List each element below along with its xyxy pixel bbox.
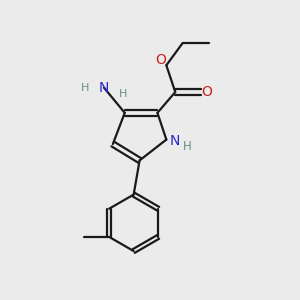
Text: O: O bbox=[202, 85, 212, 99]
Text: H: H bbox=[183, 140, 192, 153]
Text: N: N bbox=[169, 134, 180, 148]
Text: H: H bbox=[80, 82, 89, 93]
Text: H: H bbox=[119, 88, 128, 98]
Text: O: O bbox=[156, 53, 167, 67]
Text: N: N bbox=[99, 81, 109, 94]
